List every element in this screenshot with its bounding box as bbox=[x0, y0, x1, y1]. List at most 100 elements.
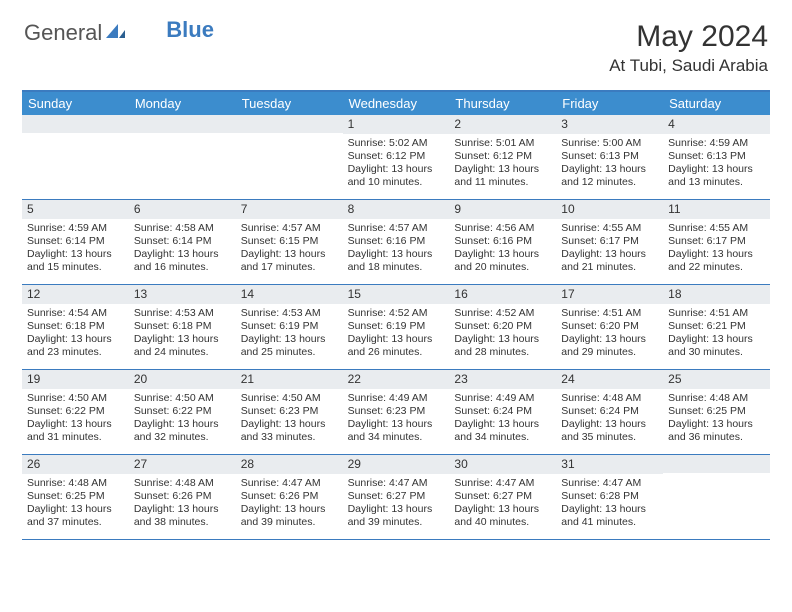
sunset-text: Sunset: 6:14 PM bbox=[27, 235, 124, 248]
day-cell: 11Sunrise: 4:55 AMSunset: 6:17 PMDayligh… bbox=[663, 200, 770, 284]
day-cell: 30Sunrise: 4:47 AMSunset: 6:27 PMDayligh… bbox=[449, 455, 556, 539]
sunrise-text: Sunrise: 4:54 AM bbox=[27, 307, 124, 320]
sunset-text: Sunset: 6:14 PM bbox=[134, 235, 231, 248]
day-cell: 7Sunrise: 4:57 AMSunset: 6:15 PMDaylight… bbox=[236, 200, 343, 284]
daylight-text: Daylight: 13 hours and 35 minutes. bbox=[561, 418, 658, 444]
day-number: 22 bbox=[343, 370, 450, 389]
day-number bbox=[129, 115, 236, 133]
day-number: 24 bbox=[556, 370, 663, 389]
daylight-text: Daylight: 13 hours and 30 minutes. bbox=[668, 333, 765, 359]
day-number: 3 bbox=[556, 115, 663, 134]
sunrise-text: Sunrise: 4:49 AM bbox=[348, 392, 445, 405]
daylight-text: Daylight: 13 hours and 39 minutes. bbox=[241, 503, 338, 529]
sunset-text: Sunset: 6:24 PM bbox=[454, 405, 551, 418]
daylight-text: Daylight: 13 hours and 29 minutes. bbox=[561, 333, 658, 359]
empty-cell bbox=[663, 455, 770, 539]
sunset-text: Sunset: 6:16 PM bbox=[348, 235, 445, 248]
day-number: 25 bbox=[663, 370, 770, 389]
sunset-text: Sunset: 6:19 PM bbox=[241, 320, 338, 333]
day-cell: 23Sunrise: 4:49 AMSunset: 6:24 PMDayligh… bbox=[449, 370, 556, 454]
sunset-text: Sunset: 6:26 PM bbox=[134, 490, 231, 503]
day-number: 4 bbox=[663, 115, 770, 134]
sunrise-text: Sunrise: 4:55 AM bbox=[561, 222, 658, 235]
day-cell: 13Sunrise: 4:53 AMSunset: 6:18 PMDayligh… bbox=[129, 285, 236, 369]
sunset-text: Sunset: 6:22 PM bbox=[134, 405, 231, 418]
daylight-text: Daylight: 13 hours and 20 minutes. bbox=[454, 248, 551, 274]
weekday-label: Sunday bbox=[22, 92, 129, 115]
daylight-text: Daylight: 13 hours and 13 minutes. bbox=[668, 163, 765, 189]
sunrise-text: Sunrise: 4:50 AM bbox=[241, 392, 338, 405]
day-cell: 24Sunrise: 4:48 AMSunset: 6:24 PMDayligh… bbox=[556, 370, 663, 454]
week-row: 1Sunrise: 5:02 AMSunset: 6:12 PMDaylight… bbox=[22, 115, 770, 200]
sunset-text: Sunset: 6:27 PM bbox=[348, 490, 445, 503]
day-cell: 25Sunrise: 4:48 AMSunset: 6:25 PMDayligh… bbox=[663, 370, 770, 454]
weekday-label: Monday bbox=[129, 92, 236, 115]
weekday-label: Saturday bbox=[663, 92, 770, 115]
day-number: 21 bbox=[236, 370, 343, 389]
day-number bbox=[663, 455, 770, 473]
daylight-text: Daylight: 13 hours and 12 minutes. bbox=[561, 163, 658, 189]
day-cell: 1Sunrise: 5:02 AMSunset: 6:12 PMDaylight… bbox=[343, 115, 450, 199]
day-cell: 14Sunrise: 4:53 AMSunset: 6:19 PMDayligh… bbox=[236, 285, 343, 369]
sunrise-text: Sunrise: 4:53 AM bbox=[134, 307, 231, 320]
day-cell: 8Sunrise: 4:57 AMSunset: 6:16 PMDaylight… bbox=[343, 200, 450, 284]
sunset-text: Sunset: 6:23 PM bbox=[348, 405, 445, 418]
day-number: 29 bbox=[343, 455, 450, 474]
daylight-text: Daylight: 13 hours and 39 minutes. bbox=[348, 503, 445, 529]
day-cell: 6Sunrise: 4:58 AMSunset: 6:14 PMDaylight… bbox=[129, 200, 236, 284]
logo-sail-icon bbox=[104, 20, 126, 46]
sunset-text: Sunset: 6:17 PM bbox=[668, 235, 765, 248]
sunset-text: Sunset: 6:23 PM bbox=[241, 405, 338, 418]
sunrise-text: Sunrise: 4:49 AM bbox=[454, 392, 551, 405]
sunrise-text: Sunrise: 5:00 AM bbox=[561, 137, 658, 150]
daylight-text: Daylight: 13 hours and 32 minutes. bbox=[134, 418, 231, 444]
sunset-text: Sunset: 6:26 PM bbox=[241, 490, 338, 503]
week-row: 5Sunrise: 4:59 AMSunset: 6:14 PMDaylight… bbox=[22, 200, 770, 285]
day-cell: 31Sunrise: 4:47 AMSunset: 6:28 PMDayligh… bbox=[556, 455, 663, 539]
sunset-text: Sunset: 6:15 PM bbox=[241, 235, 338, 248]
empty-cell bbox=[22, 115, 129, 199]
daylight-text: Daylight: 13 hours and 16 minutes. bbox=[134, 248, 231, 274]
sunset-text: Sunset: 6:13 PM bbox=[668, 150, 765, 163]
day-cell: 17Sunrise: 4:51 AMSunset: 6:20 PMDayligh… bbox=[556, 285, 663, 369]
day-cell: 29Sunrise: 4:47 AMSunset: 6:27 PMDayligh… bbox=[343, 455, 450, 539]
sunset-text: Sunset: 6:27 PM bbox=[454, 490, 551, 503]
day-number: 20 bbox=[129, 370, 236, 389]
sunrise-text: Sunrise: 4:50 AM bbox=[27, 392, 124, 405]
day-number: 14 bbox=[236, 285, 343, 304]
sunset-text: Sunset: 6:28 PM bbox=[561, 490, 658, 503]
day-number bbox=[22, 115, 129, 133]
day-number: 6 bbox=[129, 200, 236, 219]
daylight-text: Daylight: 13 hours and 24 minutes. bbox=[134, 333, 231, 359]
day-number: 1 bbox=[343, 115, 450, 134]
daylight-text: Daylight: 13 hours and 17 minutes. bbox=[241, 248, 338, 274]
daylight-text: Daylight: 13 hours and 41 minutes. bbox=[561, 503, 658, 529]
daylight-text: Daylight: 13 hours and 25 minutes. bbox=[241, 333, 338, 359]
daylight-text: Daylight: 13 hours and 36 minutes. bbox=[668, 418, 765, 444]
sunset-text: Sunset: 6:17 PM bbox=[561, 235, 658, 248]
daylight-text: Daylight: 13 hours and 28 minutes. bbox=[454, 333, 551, 359]
day-cell: 9Sunrise: 4:56 AMSunset: 6:16 PMDaylight… bbox=[449, 200, 556, 284]
day-cell: 3Sunrise: 5:00 AMSunset: 6:13 PMDaylight… bbox=[556, 115, 663, 199]
daylight-text: Daylight: 13 hours and 34 minutes. bbox=[348, 418, 445, 444]
day-number bbox=[236, 115, 343, 133]
sunrise-text: Sunrise: 4:48 AM bbox=[668, 392, 765, 405]
sunrise-text: Sunrise: 4:48 AM bbox=[27, 477, 124, 490]
day-number: 5 bbox=[22, 200, 129, 219]
day-cell: 28Sunrise: 4:47 AMSunset: 6:26 PMDayligh… bbox=[236, 455, 343, 539]
day-number: 26 bbox=[22, 455, 129, 474]
day-cell: 10Sunrise: 4:55 AMSunset: 6:17 PMDayligh… bbox=[556, 200, 663, 284]
sunrise-text: Sunrise: 4:50 AM bbox=[134, 392, 231, 405]
day-number: 18 bbox=[663, 285, 770, 304]
day-number: 2 bbox=[449, 115, 556, 134]
weekday-label: Thursday bbox=[449, 92, 556, 115]
sunset-text: Sunset: 6:12 PM bbox=[348, 150, 445, 163]
sunrise-text: Sunrise: 4:48 AM bbox=[134, 477, 231, 490]
sunset-text: Sunset: 6:20 PM bbox=[561, 320, 658, 333]
sunset-text: Sunset: 6:12 PM bbox=[454, 150, 551, 163]
day-number: 31 bbox=[556, 455, 663, 474]
sunset-text: Sunset: 6:18 PM bbox=[27, 320, 124, 333]
daylight-text: Daylight: 13 hours and 40 minutes. bbox=[454, 503, 551, 529]
daylight-text: Daylight: 13 hours and 22 minutes. bbox=[668, 248, 765, 274]
daylight-text: Daylight: 13 hours and 26 minutes. bbox=[348, 333, 445, 359]
